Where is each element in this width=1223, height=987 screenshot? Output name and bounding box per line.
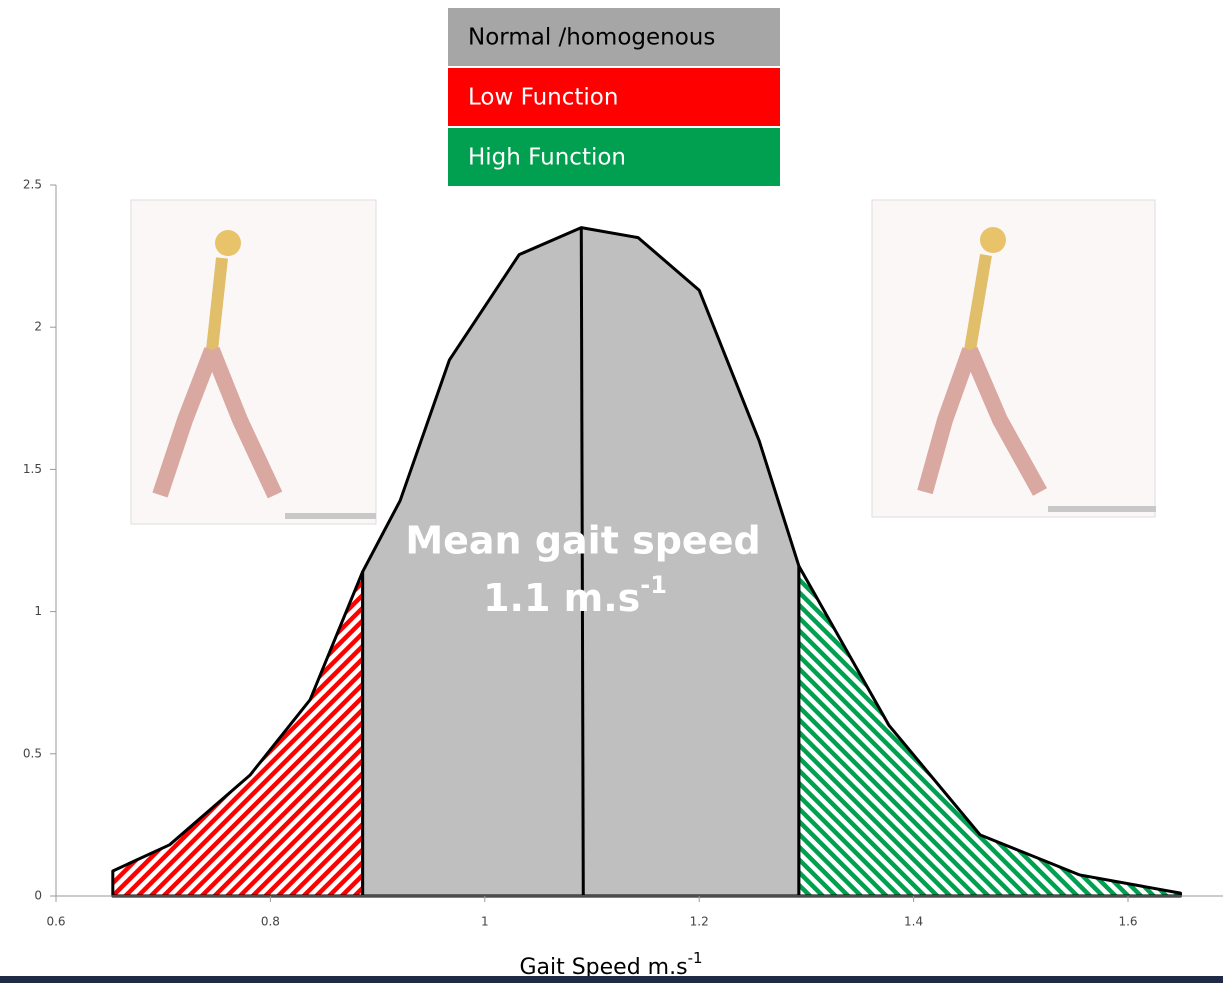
legend-label: Low Function [468, 85, 618, 111]
mean-line [579, 227, 585, 897]
legend-swatch [448, 128, 780, 186]
x-axis-label: Gait Speed m.s-1 [519, 949, 702, 981]
x-tick-label: 0.8 [261, 915, 280, 929]
y-tick-label: 0 [34, 889, 42, 903]
legend-swatch [448, 68, 780, 126]
area [797, 564, 1183, 898]
footer-bar [0, 976, 1223, 983]
area [111, 570, 365, 898]
y-tick-label: 2.5 [23, 178, 42, 192]
legend-label: Normal /homogenous [468, 25, 715, 51]
y-tick-label: 0.5 [23, 746, 42, 760]
legend-label: High Function [468, 145, 626, 171]
y-tick-label: 2 [34, 320, 42, 334]
x-tick-label: 0.6 [46, 915, 65, 929]
illustration-right [871, 199, 1156, 518]
illustration-left [130, 199, 377, 525]
x-axis-label-text: Gait Speed m.s [519, 955, 687, 980]
y-tick-label: 1.5 [23, 462, 42, 476]
annotation-sup: -1 [640, 571, 667, 599]
x-tick-label: 1.4 [904, 915, 923, 929]
y-tick-label: 1 [34, 604, 42, 618]
annotation: Mean gait speed [405, 519, 760, 563]
annotation: 1.1 m.s-1 [483, 571, 667, 620]
x-tick-label: 1 [481, 915, 489, 929]
legend-swatch [448, 8, 780, 66]
x-tick-label: 1.6 [1118, 915, 1137, 929]
annotation-text: 1.1 m.s [483, 576, 640, 620]
x-axis-label-sup: -1 [688, 949, 703, 967]
x-tick-label: 1.2 [690, 915, 709, 929]
